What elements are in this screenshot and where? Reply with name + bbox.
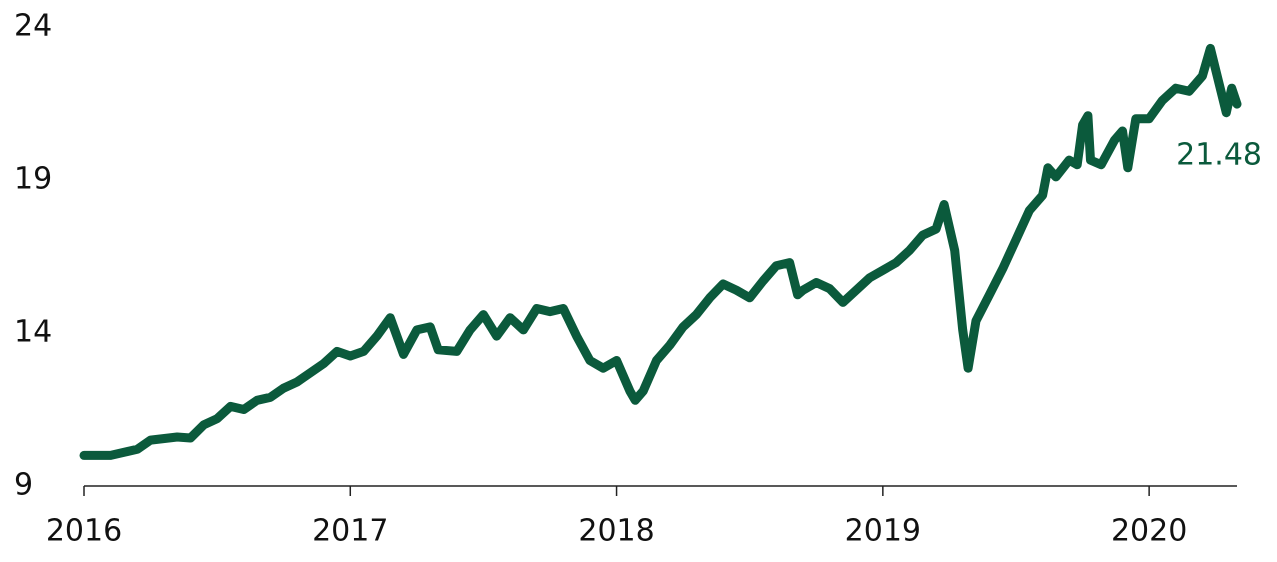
x-tick-label: 2019 [845, 514, 921, 549]
x-tick-label: 2018 [578, 514, 654, 549]
line-series [79, 43, 1242, 460]
end-value-label: 21.48 [1176, 138, 1262, 173]
x-tick-label: 2017 [312, 514, 388, 549]
y-tick-label: 24 [14, 9, 52, 44]
y-tick-label: 19 [14, 162, 52, 197]
x-tick-label: 2020 [1111, 514, 1187, 549]
y-tick-label: 14 [14, 315, 52, 350]
x-tick-label: 2016 [46, 514, 122, 549]
y-tick-label: 9 [14, 468, 33, 503]
